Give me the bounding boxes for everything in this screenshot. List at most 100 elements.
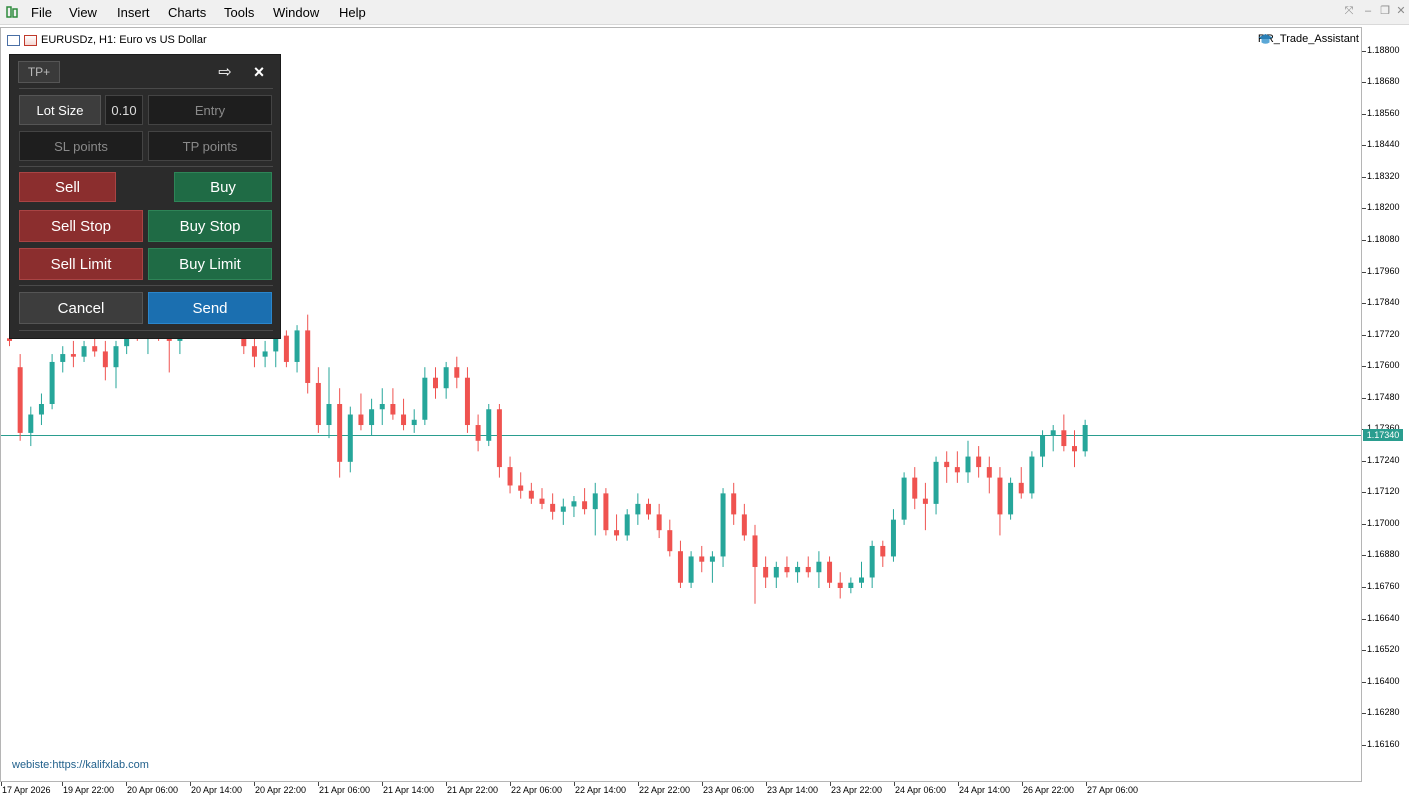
- candle: [933, 456, 939, 515]
- price-tick: [1362, 208, 1366, 210]
- candle-body: [976, 456, 982, 468]
- candle: [1029, 451, 1035, 499]
- close-window-icon[interactable]: ✕: [1396, 5, 1406, 17]
- time-axis-label: 22 Apr 14:00: [575, 785, 627, 795]
- price-tick: [1362, 176, 1366, 178]
- candle-body: [433, 377, 438, 389]
- candle: [443, 361, 449, 399]
- price-axis-label: 1.17480: [1367, 391, 1400, 402]
- price-tick: [1362, 334, 1366, 336]
- time-axis-label: 21 Apr 14:00: [383, 785, 435, 795]
- divider: [19, 166, 273, 167]
- candle: [539, 488, 545, 510]
- candle: [550, 493, 556, 520]
- price-axis-label: 1.16160: [1367, 738, 1400, 749]
- price-tick: [1362, 397, 1366, 399]
- candle: [401, 398, 407, 431]
- time-axis-label: 20 Apr 22:00: [255, 785, 307, 795]
- chart-menu-icon[interactable]: [7, 34, 20, 46]
- candle: [656, 503, 662, 539]
- app-logo-icon: [6, 6, 18, 18]
- arrow-right-icon[interactable]: ⇨: [218, 64, 232, 81]
- candle: [614, 514, 620, 541]
- price-axis-label: 1.16640: [1367, 612, 1400, 623]
- menu-tools[interactable]: Tools: [224, 5, 255, 20]
- close-icon[interactable]: ×: [253, 61, 265, 82]
- menu-charts[interactable]: Charts: [168, 5, 207, 20]
- candle: [890, 509, 896, 562]
- price-axis-label: 1.17360: [1367, 423, 1400, 433]
- candle-body: [294, 330, 300, 362]
- divider: [19, 88, 273, 89]
- cancel-button[interactable]: Cancel: [19, 292, 143, 324]
- entry-input[interactable]: Entry: [148, 95, 272, 125]
- candle-body: [273, 335, 279, 352]
- menu-window[interactable]: Window: [273, 5, 320, 20]
- candle: [997, 467, 1003, 536]
- candle: [1061, 414, 1067, 452]
- price-axis-label: 1.17840: [1367, 297, 1400, 308]
- menu-insert[interactable]: Insert: [117, 5, 150, 20]
- candle-body: [592, 493, 598, 510]
- lot-size-input[interactable]: 0.10: [105, 95, 143, 125]
- sell-button[interactable]: Sell: [19, 172, 116, 202]
- candle-body: [283, 335, 289, 362]
- buy-button[interactable]: Buy: [174, 172, 272, 202]
- buy-limit-button[interactable]: Buy Limit: [148, 248, 272, 280]
- menu-file[interactable]: File: [31, 5, 52, 20]
- candle-body: [411, 419, 417, 426]
- candle-body: [305, 330, 311, 383]
- sell-stop-button[interactable]: Sell Stop: [19, 210, 143, 242]
- time-axis-label: 23 Apr 14:00: [767, 785, 819, 795]
- price-tick: [1362, 650, 1366, 652]
- time-tick: [702, 782, 703, 786]
- candle-body: [1018, 482, 1024, 494]
- candle-body: [1061, 430, 1067, 447]
- price-axis-label: 1.16400: [1367, 675, 1400, 686]
- time-axis-label: 19 Apr 22:00: [63, 785, 115, 795]
- minimize-icon[interactable]: –: [1364, 5, 1372, 17]
- send-button[interactable]: Send: [148, 292, 272, 324]
- time-axis-label: 24 Apr 06:00: [895, 785, 947, 795]
- time-tick: [766, 782, 767, 786]
- candle-body: [528, 490, 534, 499]
- candle-body: [763, 566, 769, 578]
- candle: [709, 551, 715, 583]
- tp-plus-button[interactable]: TP+: [18, 61, 60, 83]
- candle-body: [656, 514, 662, 531]
- candle-body: [869, 545, 875, 578]
- candle-body: [859, 577, 864, 583]
- candle: [986, 456, 992, 494]
- sell-limit-button[interactable]: Sell Limit: [19, 248, 143, 280]
- candle-body: [262, 351, 268, 357]
- candle-body: [486, 409, 492, 441]
- candle-body: [646, 503, 651, 515]
- price-tick: [1362, 618, 1366, 620]
- candle-body: [699, 556, 705, 562]
- pin-icon[interactable]: ⤧: [1344, 5, 1354, 17]
- tp-points-input[interactable]: TP points: [148, 131, 272, 161]
- restore-icon[interactable]: ❐: [1380, 5, 1390, 17]
- price-axis-label: 1.16880: [1367, 549, 1400, 560]
- time-tick: [1086, 782, 1087, 786]
- time-axis-label: 26 Apr 22:00: [1023, 785, 1075, 795]
- menu-help[interactable]: Help: [339, 5, 366, 20]
- price-axis-label: 1.18320: [1367, 170, 1400, 181]
- candle: [720, 488, 726, 567]
- candle-body: [81, 346, 87, 357]
- sl-points-input[interactable]: SL points: [19, 131, 143, 161]
- candle: [379, 388, 385, 426]
- candle: [38, 393, 44, 426]
- price-axis-label: 1.18680: [1367, 76, 1400, 87]
- candle-body: [890, 519, 896, 557]
- candle: [496, 404, 502, 478]
- menu-view[interactable]: View: [69, 5, 97, 20]
- buy-stop-button[interactable]: Buy Stop: [148, 210, 272, 242]
- time-tick: [958, 782, 959, 786]
- candle-body: [731, 493, 737, 515]
- candle-body: [795, 566, 801, 573]
- candle-body: [582, 501, 588, 510]
- candle: [347, 406, 353, 473]
- price-tick: [1362, 366, 1366, 368]
- candle: [635, 493, 641, 525]
